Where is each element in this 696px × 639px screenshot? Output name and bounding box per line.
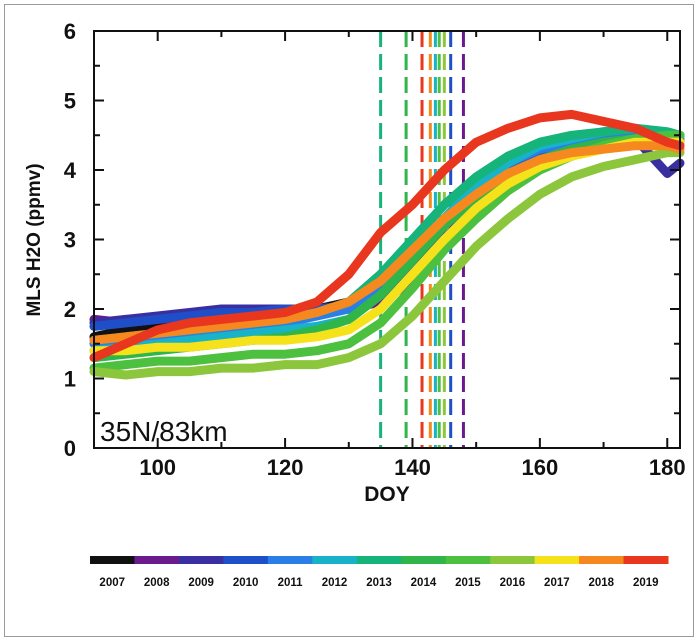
- figure-frame: [4, 4, 694, 637]
- y-tick-label: 0: [64, 436, 76, 461]
- legend-swatch-2008: [134, 556, 180, 564]
- y-tick-label: 5: [64, 89, 76, 114]
- legend-label-2016: 2016: [500, 577, 526, 589]
- plot-background: [94, 31, 680, 448]
- legend-swatch-2009: [178, 556, 224, 564]
- legend-label-2017: 2017: [544, 577, 570, 589]
- legend-label-2007: 2007: [99, 577, 125, 589]
- legend-swatch-2018: [579, 556, 625, 564]
- legend-swatch-2012: [312, 556, 358, 564]
- x-tick-label: 140: [394, 455, 431, 480]
- legend-swatch-2014: [401, 556, 447, 564]
- legend-label-2018: 2018: [589, 577, 615, 589]
- series-line-2019: [89, 109, 685, 363]
- legend-swatch-2019: [623, 556, 669, 564]
- x-axis-label: DOY: [364, 483, 410, 506]
- legend-label-2012: 2012: [322, 577, 348, 589]
- legend-swatch-2015: [445, 556, 491, 564]
- legend-label-2010: 2010: [233, 577, 259, 589]
- legend-label-2015: 2015: [455, 577, 481, 589]
- series-line-2018: [89, 141, 685, 345]
- y-tick-label: 2: [64, 297, 76, 322]
- legend-label-2013: 2013: [366, 577, 392, 589]
- legend-label-2009: 2009: [188, 577, 214, 589]
- legend-swatch-2016: [490, 556, 536, 564]
- x-tick-label: 160: [522, 455, 559, 480]
- legend-label-2014: 2014: [411, 577, 437, 589]
- legend-swatch-2010: [223, 556, 269, 564]
- y-tick-label: 4: [64, 158, 77, 183]
- legend-swatch-2007: [90, 556, 135, 564]
- x-tick-label: 100: [139, 455, 176, 480]
- legend-label-2008: 2008: [144, 577, 170, 589]
- x-tick-label: 180: [649, 455, 686, 480]
- y-axis-label: MLS H2O (ppmv): [24, 163, 45, 316]
- legend-swatch-2013: [356, 556, 402, 564]
- x-tick-label: 120: [267, 455, 304, 480]
- legend-label-2011: 2011: [278, 577, 304, 589]
- legend-swatch-2011: [267, 556, 313, 564]
- y-tick-label: 3: [64, 228, 76, 253]
- location-annotation: 35N/83km: [100, 416, 228, 447]
- legend-swatch-2017: [534, 556, 580, 564]
- legend-label-2019: 2019: [633, 577, 659, 589]
- series-line-2016: [89, 148, 685, 380]
- y-tick-label: 6: [64, 19, 76, 44]
- y-tick-label: 1: [64, 367, 76, 392]
